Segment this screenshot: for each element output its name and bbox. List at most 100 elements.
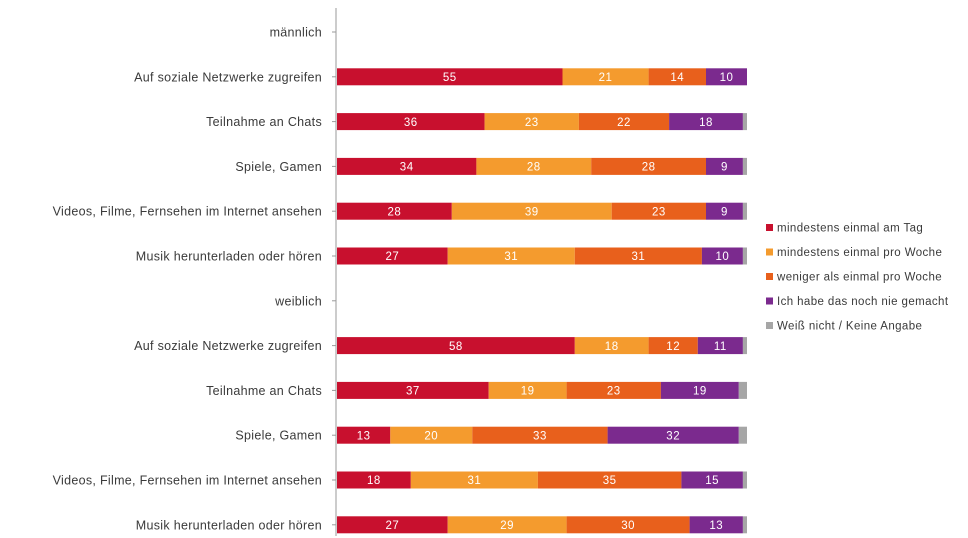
legend-item-label: weniger als einmal pro Woche — [776, 272, 942, 284]
bar-segment — [701, 247, 743, 265]
bar-segment — [697, 337, 743, 355]
bar-segment — [337, 202, 452, 220]
data-label: 32 — [666, 430, 680, 442]
bar-segment — [742, 113, 747, 131]
data-label: 29 — [500, 520, 514, 532]
data-label: 10 — [716, 251, 730, 263]
category-label: Musik herunterladen oder hören — [136, 518, 322, 532]
data-label: 36 — [404, 117, 418, 129]
bar-segment — [447, 247, 575, 265]
category-label: Spiele, Gamen — [235, 160, 322, 174]
group-header-label: weiblich — [274, 294, 322, 308]
bar-segment — [562, 68, 649, 86]
bar-segment — [410, 471, 538, 489]
data-label: 19 — [693, 386, 707, 398]
group-header-label: männlich — [270, 26, 322, 40]
data-label: 58 — [449, 341, 463, 353]
legend-item-label: Weiß nicht / Keine Angabe — [777, 321, 922, 333]
data-label: 21 — [599, 72, 613, 84]
data-label: 31 — [631, 251, 645, 263]
bar-segment — [484, 113, 579, 131]
bar-segment — [669, 113, 743, 131]
data-label: 18 — [605, 341, 619, 353]
category-label: Auf soziale Netzwerke zugreifen — [134, 339, 322, 353]
bar-segment — [337, 516, 448, 534]
legend-item-label: Ich habe das noch nie gemacht — [777, 296, 949, 308]
data-label: 13 — [357, 430, 371, 442]
category-label: Spiele, Gamen — [235, 429, 322, 443]
data-label: 13 — [709, 520, 723, 532]
data-label: 39 — [525, 206, 539, 218]
data-label: 27 — [385, 520, 399, 532]
bar-segment — [689, 516, 743, 534]
data-label: 30 — [621, 520, 635, 532]
bar-segment — [337, 381, 489, 399]
bar-segment — [742, 202, 747, 220]
legend-swatch — [766, 322, 773, 329]
data-label: 31 — [504, 251, 518, 263]
bar-segment — [476, 157, 592, 175]
bar-segment — [578, 113, 670, 131]
data-label: 28 — [642, 162, 656, 174]
data-label: 9 — [721, 162, 728, 174]
category-label: Videos, Filme, Fernsehen im Internet ans… — [53, 474, 322, 488]
bar-segment — [566, 381, 661, 399]
bar-segment — [537, 471, 682, 489]
data-label: 27 — [385, 251, 399, 263]
data-label: 28 — [527, 162, 541, 174]
legend-item-label: mindestens einmal am Tag — [777, 223, 923, 235]
bar-segment — [706, 68, 747, 86]
data-label: 12 — [666, 341, 680, 353]
category-label: Videos, Filme, Fernsehen im Internet ans… — [53, 205, 322, 219]
bar-segment — [337, 426, 391, 444]
data-label: 35 — [603, 475, 617, 487]
bar-segment — [742, 337, 747, 355]
data-label: 23 — [652, 206, 666, 218]
bar-segment — [648, 337, 698, 355]
legend-item-label: mindestens einmal pro Woche — [777, 247, 942, 259]
bar-segment — [742, 247, 747, 265]
bar-segment — [607, 426, 739, 444]
data-label: 14 — [670, 72, 684, 84]
data-label: 18 — [367, 475, 381, 487]
category-label: Auf soziale Netzwerke zugreifen — [134, 70, 322, 84]
bar-segment — [337, 247, 448, 265]
bar-segment — [447, 516, 567, 534]
bar-segment — [706, 157, 743, 175]
category-label: Musik herunterladen oder hören — [136, 250, 322, 264]
bar-segment — [660, 381, 739, 399]
legend-swatch — [766, 273, 773, 280]
data-label: 34 — [400, 162, 414, 174]
bar-segment — [706, 202, 743, 220]
data-label: 33 — [533, 430, 547, 442]
data-label: 11 — [714, 341, 727, 353]
bar-segment — [566, 516, 690, 534]
data-label: 55 — [443, 72, 457, 84]
data-label: 9 — [721, 206, 728, 218]
bar-segment — [574, 247, 702, 265]
legend-swatch — [766, 297, 773, 305]
bar-segment — [451, 202, 612, 220]
data-label: 31 — [467, 475, 481, 487]
bar-segment — [681, 471, 743, 489]
bar-segment — [337, 471, 411, 489]
bar-segment — [337, 337, 575, 355]
bar-segment — [648, 68, 706, 86]
data-label: 28 — [388, 206, 402, 218]
data-label: 20 — [424, 430, 438, 442]
data-label: 23 — [607, 386, 621, 398]
bar-segment — [591, 157, 706, 175]
legend-swatch — [766, 248, 773, 256]
bar-segment — [742, 157, 747, 175]
bar-segment — [488, 381, 567, 399]
legend-swatch — [766, 224, 773, 231]
bar-segment — [337, 113, 485, 131]
bar-segment — [611, 202, 706, 220]
category-label: Teilnahme an Chats — [206, 115, 322, 129]
bar-segment — [390, 426, 473, 444]
bar-segment — [738, 426, 747, 444]
data-label: 37 — [406, 386, 420, 398]
bar-segment — [742, 516, 747, 534]
